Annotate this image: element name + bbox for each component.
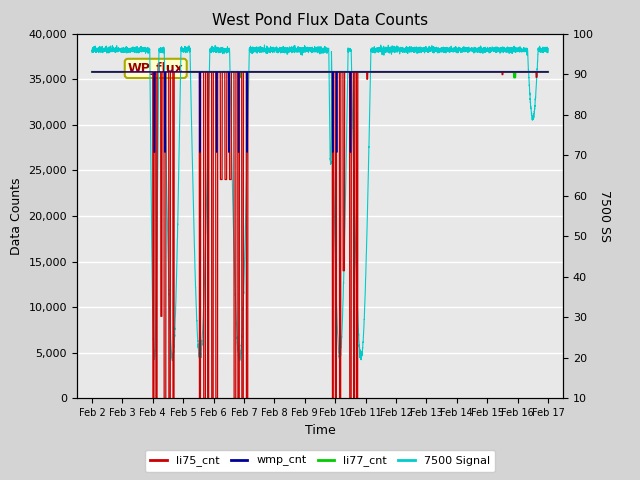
Title: West Pond Flux Data Counts: West Pond Flux Data Counts bbox=[212, 13, 428, 28]
Y-axis label: 7500 SS: 7500 SS bbox=[598, 190, 611, 242]
X-axis label: Time: Time bbox=[305, 424, 335, 437]
Y-axis label: Data Counts: Data Counts bbox=[10, 177, 23, 255]
Legend: li75_cnt, wmp_cnt, li77_cnt, 7500 Signal: li75_cnt, wmp_cnt, li77_cnt, 7500 Signal bbox=[145, 450, 495, 472]
Text: WP_flux: WP_flux bbox=[128, 62, 184, 75]
